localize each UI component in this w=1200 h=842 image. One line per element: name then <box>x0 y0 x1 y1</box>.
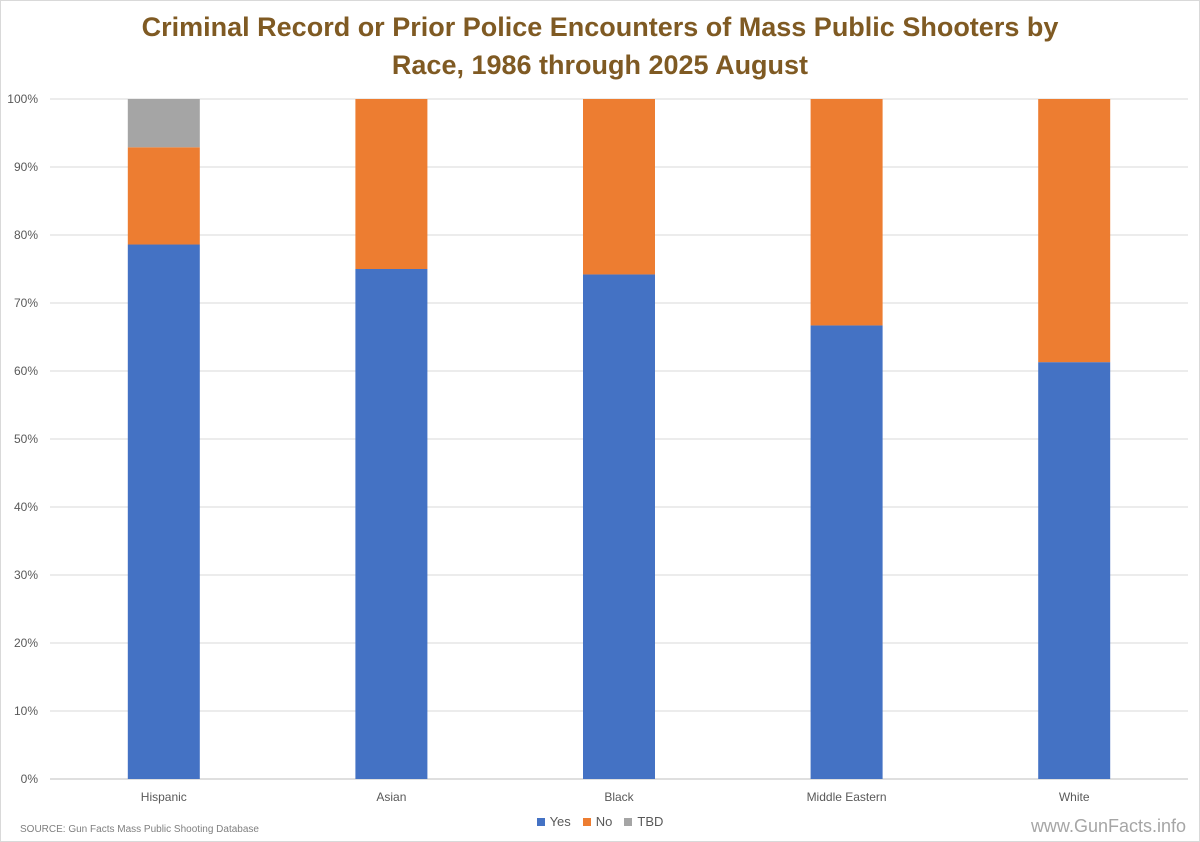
y-tick-label: 80% <box>14 228 38 242</box>
x-tick-label: Hispanic <box>141 790 187 804</box>
y-tick-label: 100% <box>7 92 38 106</box>
legend-label-tbd: TBD <box>637 814 664 829</box>
x-tick-label: White <box>1059 790 1090 804</box>
legend-item-no: No <box>582 814 613 829</box>
bar-tbd-hispanic <box>127 99 200 148</box>
y-tick-label: 20% <box>14 636 38 650</box>
y-tick-label: 60% <box>14 364 38 378</box>
y-tick-label: 10% <box>14 704 38 718</box>
x-tick-label: Asian <box>376 790 406 804</box>
bar-yes-middle-eastern <box>810 325 883 779</box>
chart-legend: Yes No TBD <box>0 814 1200 829</box>
bar-no-white <box>1038 99 1111 363</box>
x-tick-label: Middle Eastern <box>807 790 887 804</box>
legend-swatch-no <box>582 817 591 826</box>
legend-label-no: No <box>595 814 613 829</box>
bar-no-hispanic <box>127 147 200 245</box>
y-tick-label: 0% <box>21 772 39 786</box>
bar-no-asian <box>355 99 428 269</box>
legend-swatch-tbd <box>624 817 633 826</box>
chart-title: Criminal Record or Prior Police Encounte… <box>141 12 1059 80</box>
y-tick-label: 70% <box>14 296 38 310</box>
bar-yes-hispanic <box>127 244 200 779</box>
bar-yes-black <box>583 274 655 779</box>
bar-yes-asian <box>355 269 428 779</box>
y-tick-label: 30% <box>14 568 38 582</box>
y-tick-label: 90% <box>14 160 38 174</box>
x-tick-label: Black <box>604 790 634 804</box>
source-note: SOURCE: Gun Facts Mass Public Shooting D… <box>20 824 259 835</box>
legend-label-yes: Yes <box>549 814 571 829</box>
legend-swatch-yes <box>536 817 545 826</box>
bar-no-black <box>583 99 655 275</box>
bar-no-middle-eastern <box>810 99 883 326</box>
legend-item-tbd: TBD <box>624 814 663 829</box>
legend-item-yes: Yes <box>536 814 571 829</box>
y-tick-label: 50% <box>14 432 38 446</box>
y-tick-label: 40% <box>14 500 38 514</box>
watermark: www.GunFacts.info <box>1030 816 1186 836</box>
bar-yes-white <box>1038 362 1111 779</box>
